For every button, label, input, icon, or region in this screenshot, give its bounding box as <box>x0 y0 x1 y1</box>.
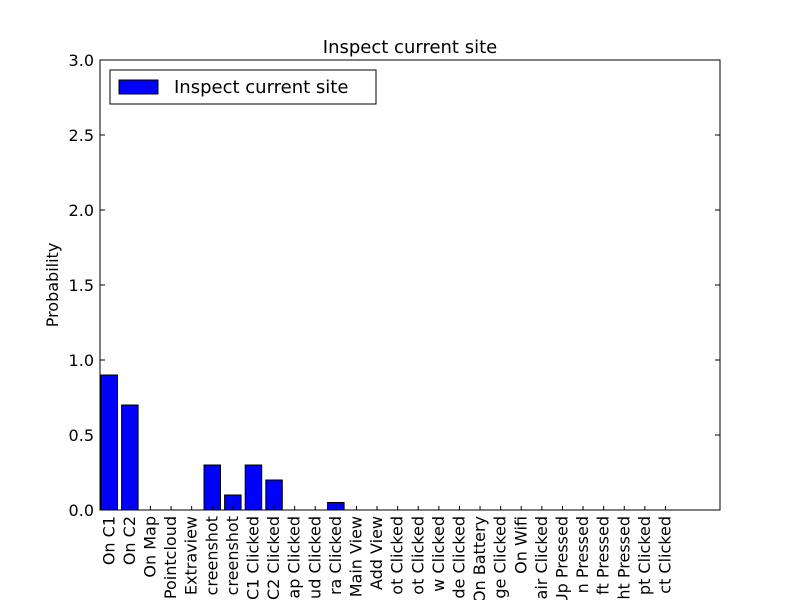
x-tick-label: pt Clicked <box>635 516 654 595</box>
y-tick-label: 2.0 <box>69 201 94 220</box>
x-tick-label: ap Clicked <box>285 516 304 599</box>
bar <box>203 464 221 511</box>
bar <box>121 404 139 511</box>
x-tick-label: On Wifi <box>511 516 530 574</box>
x-tick-label: ra Clicked <box>326 516 345 595</box>
bar <box>265 479 283 511</box>
x-tick-label: Extraview <box>182 516 201 595</box>
y-tick-label: 0.5 <box>69 426 94 445</box>
x-axis-ticks: On C1 On C2 On Map Pointcloud Extraview creen… <box>99 506 674 600</box>
x-tick-label: ge Clicked <box>491 516 510 599</box>
y-tick-label: 0.0 <box>69 501 94 520</box>
x-tick-label: ht Pressed <box>614 516 633 600</box>
x-tick-label: Main View <box>346 516 365 597</box>
chart-title: Inspect current site <box>323 37 497 58</box>
x-tick-label: Pointcloud <box>161 516 180 599</box>
y-tick-label: 3.0 <box>69 51 94 70</box>
x-tick-label: w Clicked <box>429 516 448 592</box>
x-tick-label: Add View <box>367 516 386 590</box>
x-tick-label: ft Pressed <box>594 516 613 595</box>
x-tick-label: ot Clicked <box>408 516 427 595</box>
x-tick-label: de Clicked <box>449 516 468 599</box>
x-tick-label: On C1 <box>99 516 118 565</box>
x-tick-label: creenshot <box>202 516 221 595</box>
legend: Inspect current site <box>109 69 377 105</box>
plot-area-frame <box>99 59 721 511</box>
x-tick-label: On C2 <box>120 516 139 565</box>
x-tick-label: On Map <box>140 516 159 578</box>
y-axis-ticks: 0.0 0.5 1.0 1.5 2.0 2.5 3.0 <box>69 51 720 520</box>
legend-label: Inspect current site <box>174 77 348 98</box>
x-tick-label: Up Pressed <box>552 516 571 600</box>
x-tick-label: C2 Clicked <box>264 516 283 600</box>
legend-swatch <box>118 79 159 95</box>
bar <box>100 374 118 511</box>
x-tick-label: creenshot <box>223 516 242 595</box>
x-tick-label: ot Clicked <box>388 516 407 595</box>
y-tick-label: 1.0 <box>69 351 94 370</box>
x-tick-label: On Battery <box>470 516 489 600</box>
x-tick-label: n Pressed <box>573 516 592 593</box>
y-axis-label: Probability <box>43 243 62 328</box>
x-tick-label: ct Clicked <box>655 516 674 594</box>
y-tick-label: 1.5 <box>69 276 94 295</box>
y-tick-label: 2.5 <box>69 126 94 145</box>
x-tick-label: C1 Clicked <box>243 516 262 600</box>
x-tick-label: ud Clicked <box>305 516 324 599</box>
x-tick-label: air Clicked <box>532 516 551 599</box>
bar <box>244 464 263 511</box>
